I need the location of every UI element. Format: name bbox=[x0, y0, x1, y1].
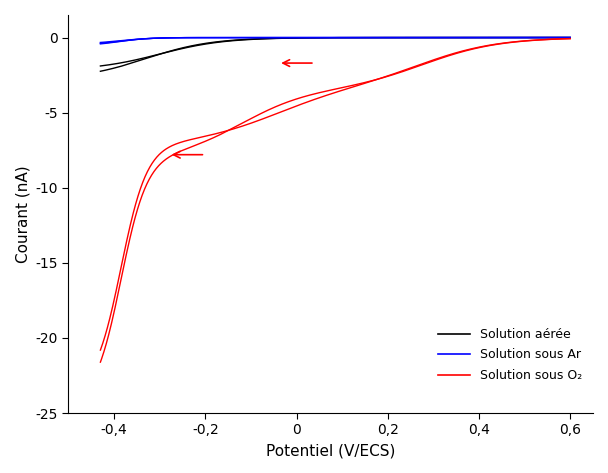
X-axis label: Potentiel (V/ECS): Potentiel (V/ECS) bbox=[266, 443, 395, 458]
Y-axis label: Courant (nA): Courant (nA) bbox=[15, 165, 30, 263]
Legend: Solution aérée, Solution sous Ar, Solution sous O₂: Solution aérée, Solution sous Ar, Soluti… bbox=[434, 323, 587, 387]
